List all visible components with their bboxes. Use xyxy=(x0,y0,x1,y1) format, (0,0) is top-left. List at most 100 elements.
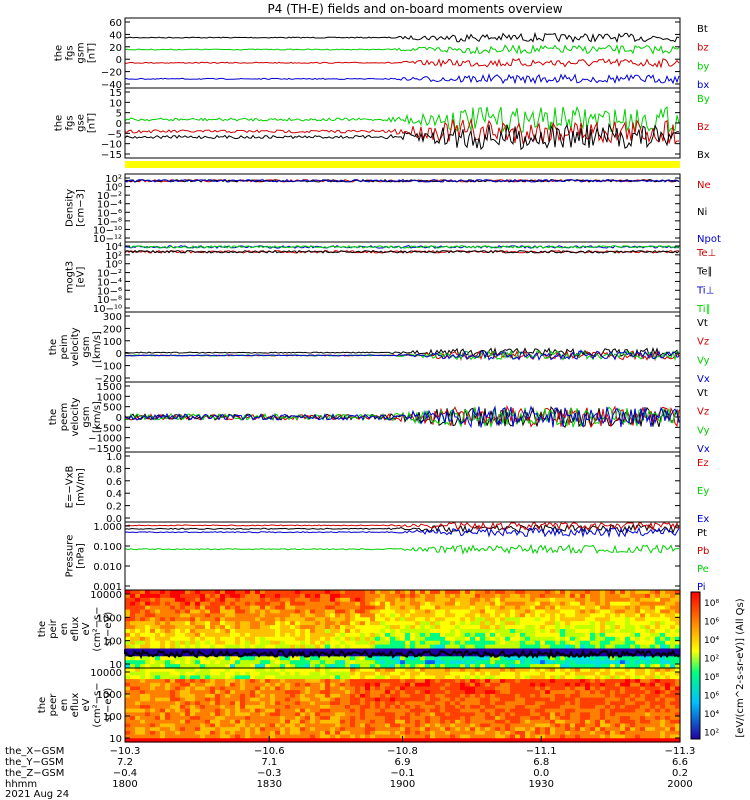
spectrogram-cell xyxy=(665,705,671,710)
spectrogram-cell xyxy=(305,656,311,661)
spectrogram-cell xyxy=(145,648,151,653)
spectrogram-cell xyxy=(240,701,246,706)
spectrogram-cell xyxy=(605,617,611,622)
spectrogram-cell xyxy=(350,690,356,695)
spectrogram-cell xyxy=(350,708,356,713)
spectrogram-cell xyxy=(240,712,246,717)
spectrogram-cell xyxy=(490,690,496,695)
spectrogram-cell xyxy=(315,597,321,603)
spectrogram-cell xyxy=(485,605,491,611)
spectrogram-cell xyxy=(230,590,236,595)
spectrogram-cell xyxy=(355,613,361,618)
spectrogram-cell xyxy=(210,668,216,673)
spectrogram-cell xyxy=(590,644,596,650)
spectrogram-cell xyxy=(430,644,436,650)
spectrogram-cell xyxy=(445,712,451,717)
spectrogram-cell xyxy=(435,690,441,695)
spectrogram-cell xyxy=(390,621,396,626)
spectrogram-cell xyxy=(280,609,286,614)
spectrogram-cell xyxy=(585,712,591,717)
spectrogram-cell xyxy=(145,617,151,622)
y-tick-label: 10−⁸ xyxy=(97,295,122,306)
spectrogram-cell xyxy=(370,636,376,642)
spectrogram-cell xyxy=(550,682,556,688)
spectrogram-cell xyxy=(180,738,186,743)
spectrogram-cell xyxy=(305,712,311,717)
spectrogram-cell xyxy=(365,664,371,669)
spectrogram-cell xyxy=(660,686,666,691)
spectrogram-cell xyxy=(630,723,636,728)
spectrogram-cell xyxy=(380,621,386,626)
spectrogram-cell xyxy=(155,601,161,607)
spectrogram-cell xyxy=(660,668,666,673)
spectrogram-cell xyxy=(235,682,241,688)
spectrogram-cell xyxy=(200,738,206,743)
spectrogram-cell xyxy=(425,609,431,614)
spectrogram-cell xyxy=(425,632,431,638)
spectrogram-cell xyxy=(260,640,266,646)
spectrogram-cell xyxy=(250,625,256,630)
spectrogram-cell xyxy=(650,625,656,630)
spectrogram-cell xyxy=(150,679,156,684)
spectrogram-cell xyxy=(550,640,556,646)
spectrogram-cell xyxy=(525,664,531,669)
spectrogram-cell xyxy=(310,668,316,673)
spectrogram-cell xyxy=(490,664,496,669)
spectrogram-cell xyxy=(555,625,561,630)
spectrogram-cell xyxy=(665,664,671,669)
spectrogram-cell xyxy=(345,738,351,743)
spectrogram-cell xyxy=(125,617,131,622)
spectrogram-cell xyxy=(575,738,581,743)
spectrogram-cell xyxy=(160,686,166,691)
spectrogram-cell xyxy=(525,605,531,611)
spectrogram-cell xyxy=(130,640,136,646)
spectrogram-cell xyxy=(305,644,311,650)
spectrogram-cell xyxy=(130,644,136,650)
series-line-blue xyxy=(124,526,680,539)
spectrogram-cell xyxy=(585,625,591,630)
spectrogram-cell xyxy=(390,738,396,743)
spectrogram-cell xyxy=(180,679,186,684)
spectrogram-cell xyxy=(615,621,621,626)
spectrogram-cell xyxy=(235,621,241,626)
spectrogram-cell xyxy=(505,640,511,646)
spectrogram-cell xyxy=(405,593,411,599)
spectrogram-cell xyxy=(465,597,471,603)
spectrogram-cell xyxy=(130,668,136,673)
spectrogram-cell xyxy=(590,701,596,706)
spectrogram-cell xyxy=(275,640,281,646)
y-axis-label-line: the xyxy=(48,339,59,355)
spectrogram-cell xyxy=(425,738,431,743)
spectrogram-cell xyxy=(220,716,226,721)
spectrogram-cell xyxy=(575,625,581,630)
spectrogram-cell xyxy=(575,617,581,622)
spectrogram-cell xyxy=(620,705,626,710)
spectrogram-cell xyxy=(560,738,566,743)
spectrogram-cell xyxy=(285,629,291,634)
spectrogram-cell xyxy=(660,609,666,614)
legend-By: By xyxy=(697,94,710,105)
spectrogram-cell xyxy=(380,723,386,728)
spectrogram-cell xyxy=(295,679,301,684)
spectrogram-cell xyxy=(675,609,681,614)
spectrogram-cell xyxy=(285,621,291,626)
spectrogram-cell xyxy=(560,601,566,607)
spectrogram-cell xyxy=(480,617,486,622)
spectrogram-cell xyxy=(460,601,466,607)
y-tick-label: 100 xyxy=(103,337,122,348)
spectrogram-cell xyxy=(520,738,526,743)
spectrogram-cell xyxy=(550,727,556,732)
spectrogram-cell xyxy=(305,738,311,743)
spectrogram-cell xyxy=(490,734,496,739)
spectrogram-cell xyxy=(585,708,591,713)
spectrogram-cell xyxy=(220,609,226,614)
spectrogram-cell xyxy=(175,640,181,646)
spectrogram-cell xyxy=(555,723,561,728)
spectrogram-cell xyxy=(280,617,286,622)
spectrogram-cell xyxy=(610,693,616,699)
spectrogram-cell xyxy=(265,690,271,695)
spectrogram-cell xyxy=(435,723,441,728)
spectrogram-cell xyxy=(450,708,456,713)
spectrogram-cell xyxy=(445,644,451,650)
spectrogram-cell xyxy=(325,613,331,618)
